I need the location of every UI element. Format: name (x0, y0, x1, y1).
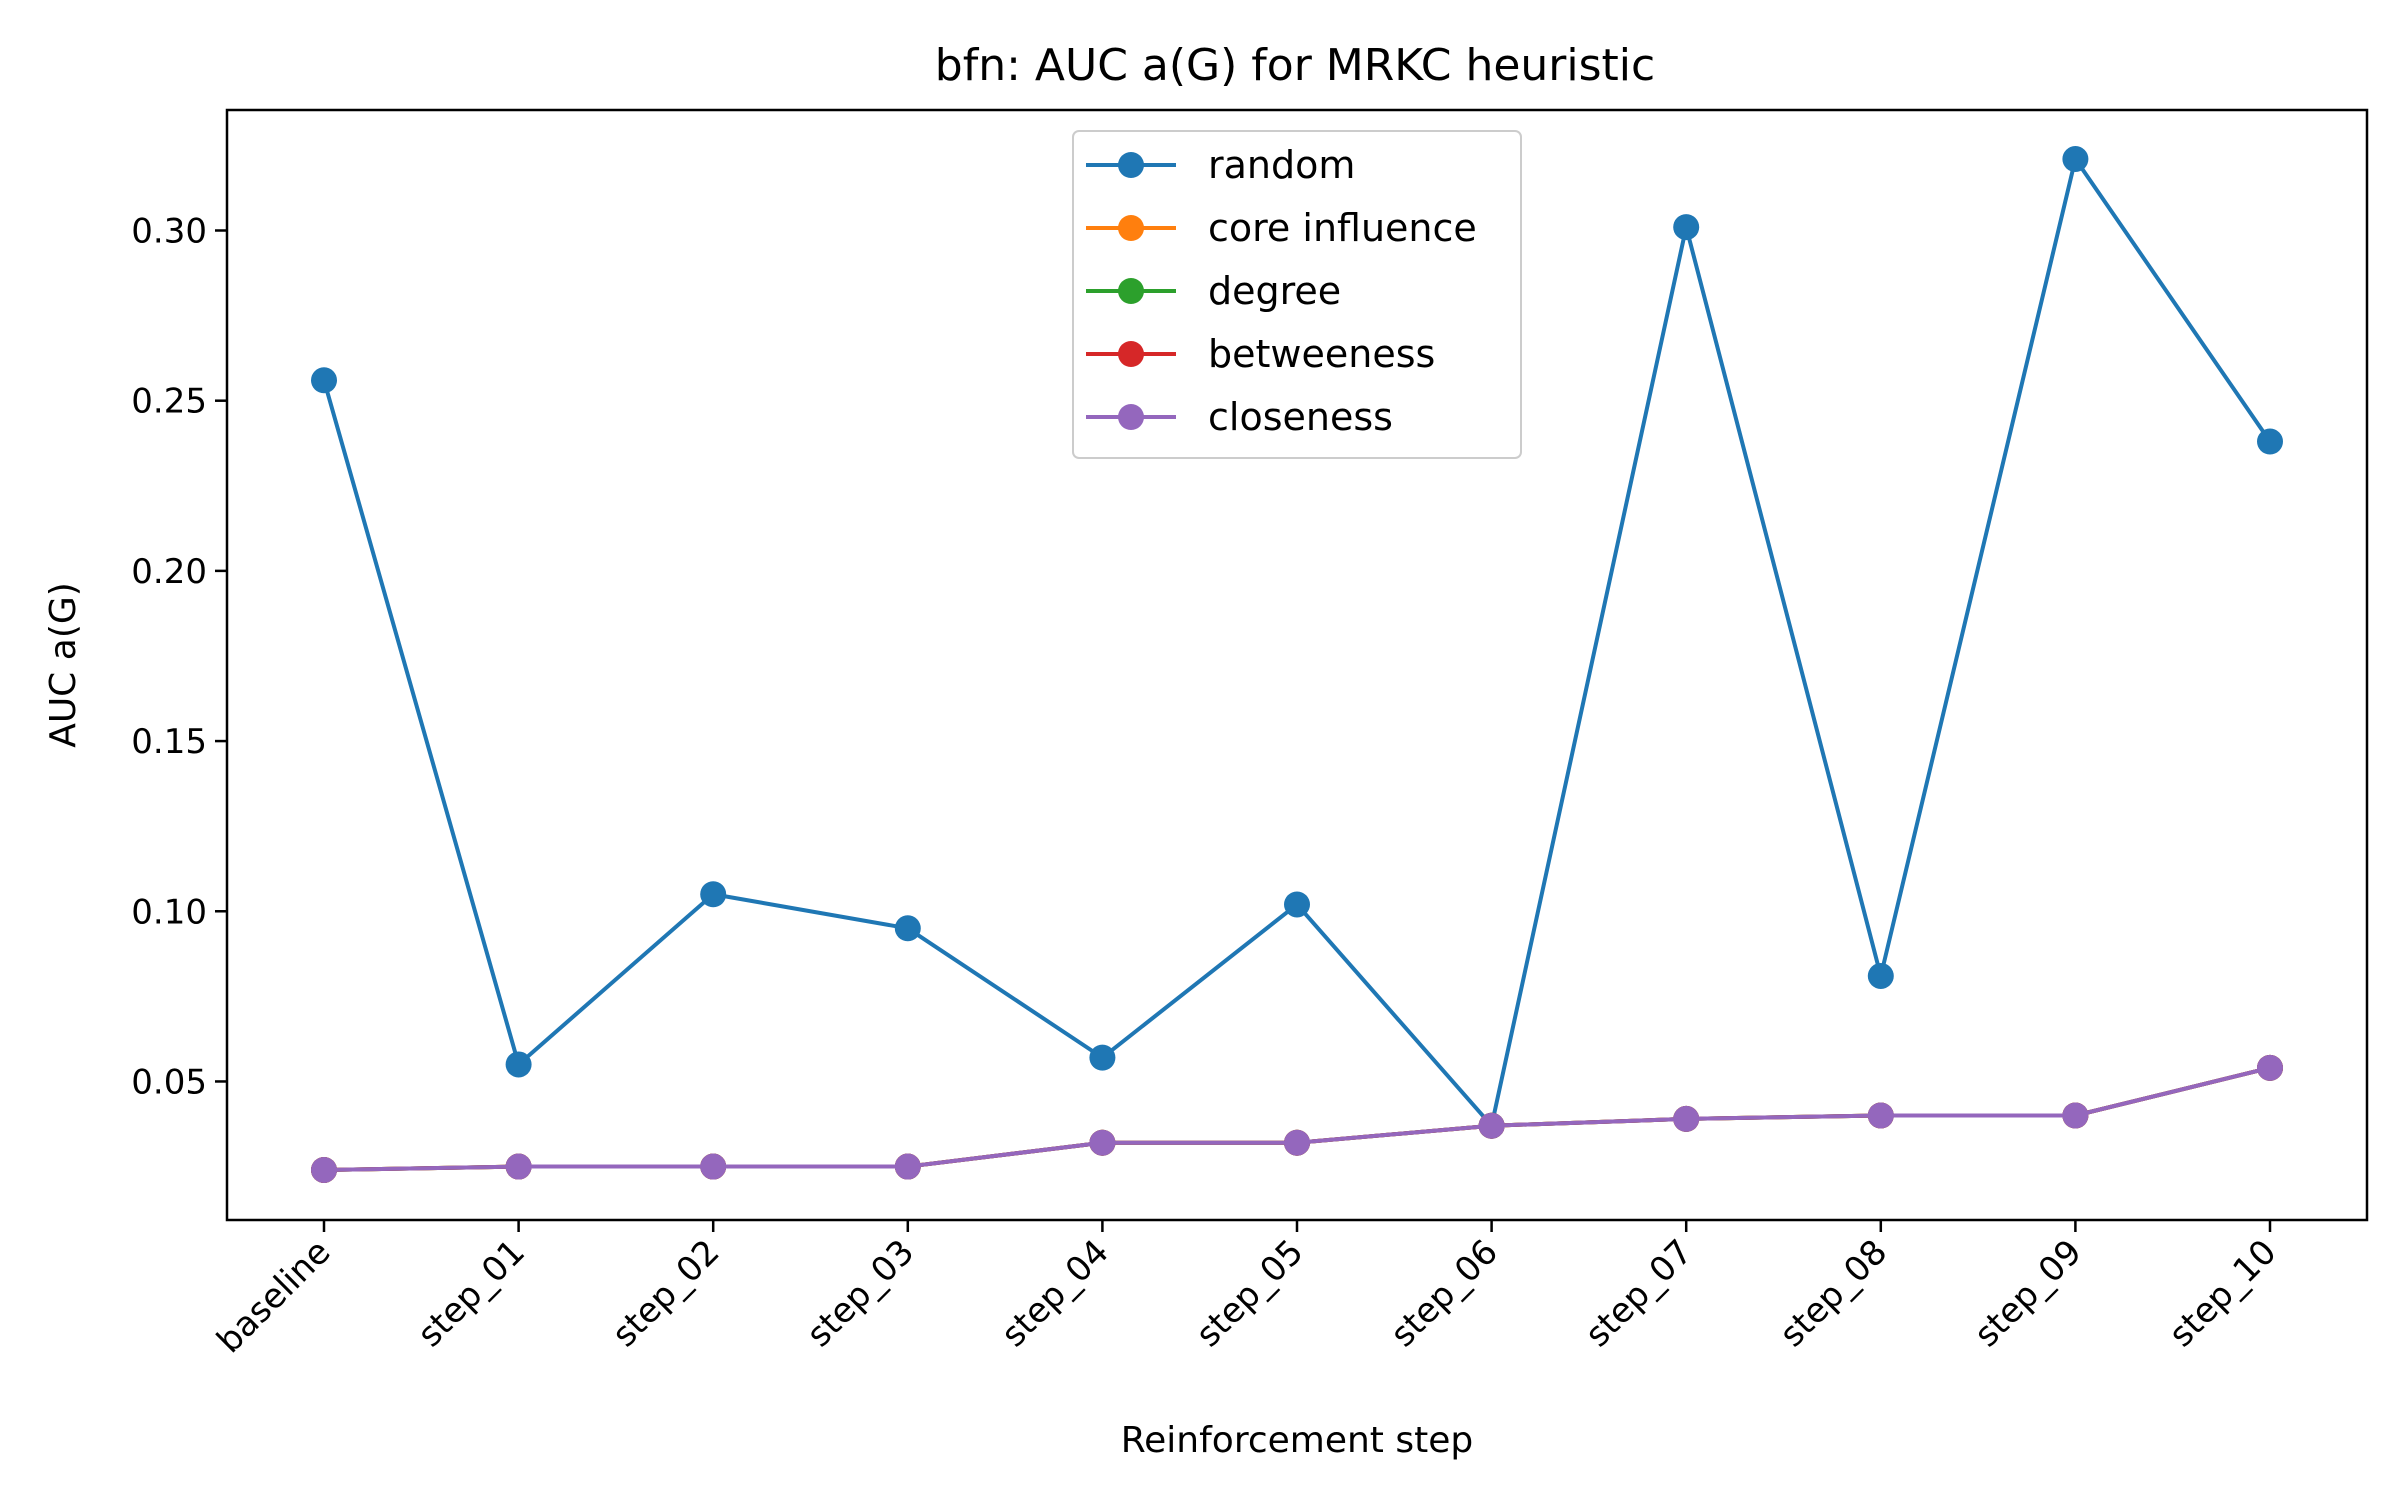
y-axis: 0.05 0.10 0.15 0.20 0.25 0.30 (131, 211, 227, 1102)
data-point-random (1089, 1044, 1116, 1071)
y-tick-label: 0.30 (131, 211, 207, 251)
y-tick-label: 0.20 (131, 552, 207, 592)
data-point-closeness (2257, 1054, 2283, 1081)
x-tick-label: baseline (209, 1232, 338, 1361)
legend-marker (1118, 278, 1144, 304)
data-point-random (505, 1051, 532, 1078)
x-axis-label: Reinforcement step (1121, 1420, 1473, 1461)
x-tick-label: step_09 (1967, 1232, 2090, 1355)
legend-label: random (1208, 143, 1355, 187)
data-point-closeness (1867, 1102, 1894, 1129)
data-point-random (1284, 891, 1310, 918)
legend-box (1072, 130, 1522, 459)
x-tick-label: step_01 (410, 1232, 533, 1355)
legend: random core influence degree betweeness clos… (1072, 130, 1522, 459)
data-point-closeness (1478, 1112, 1505, 1139)
x-tick-label: step_03 (799, 1232, 922, 1355)
legend-marker (1118, 152, 1144, 178)
data-point-random (2257, 428, 2283, 455)
y-tick-label: 0.25 (131, 382, 207, 422)
legend-marker (1118, 404, 1144, 430)
x-tick-label: step_08 (1772, 1232, 1895, 1355)
legend-label: degree (1208, 269, 1341, 313)
data-point-closeness (894, 1153, 921, 1180)
data-point-closeness (505, 1153, 532, 1180)
data-point-random (1673, 214, 1700, 241)
data-point-random (311, 367, 337, 394)
legend-marker (1118, 341, 1144, 367)
legend-label: betweeness (1208, 332, 1435, 376)
x-axis: baseline step_01 step_02 step_03 step_04 step… (209, 1220, 2284, 1361)
data-point-closeness (1089, 1129, 1116, 1156)
y-tick-label: 0.05 (131, 1062, 207, 1102)
data-point-random (1867, 962, 1894, 989)
x-tick-label: step_10 (2161, 1232, 2284, 1355)
plot-frame (225, 108, 2369, 1222)
data-point-random (700, 881, 727, 908)
data-point-closeness (1673, 1105, 1700, 1132)
legend-label: core influence (1208, 206, 1477, 250)
x-tick-label: step_06 (1383, 1232, 1506, 1355)
data-point-random (894, 915, 921, 942)
data-point-closeness (700, 1153, 727, 1180)
y-tick-label: 0.10 (131, 892, 207, 932)
x-tick-label: step_05 (1188, 1232, 1311, 1355)
data-point-random (2062, 146, 2089, 173)
data-point-closeness (311, 1156, 337, 1183)
x-tick-label: step_02 (605, 1232, 728, 1355)
x-tick-label: step_07 (1578, 1232, 1701, 1355)
legend-label: closeness (1208, 395, 1393, 439)
y-tick-label: 0.15 (131, 722, 207, 762)
x-tick-label: step_04 (994, 1232, 1117, 1355)
chart-title: bfn: AUC a(G) for MRKC heuristic (935, 40, 1655, 91)
data-point-closeness (1284, 1129, 1310, 1156)
data-point-closeness (2062, 1102, 2089, 1129)
plot-series (311, 146, 2283, 1183)
legend-marker (1118, 215, 1144, 241)
y-axis-label: AUC a(G) (43, 582, 84, 748)
